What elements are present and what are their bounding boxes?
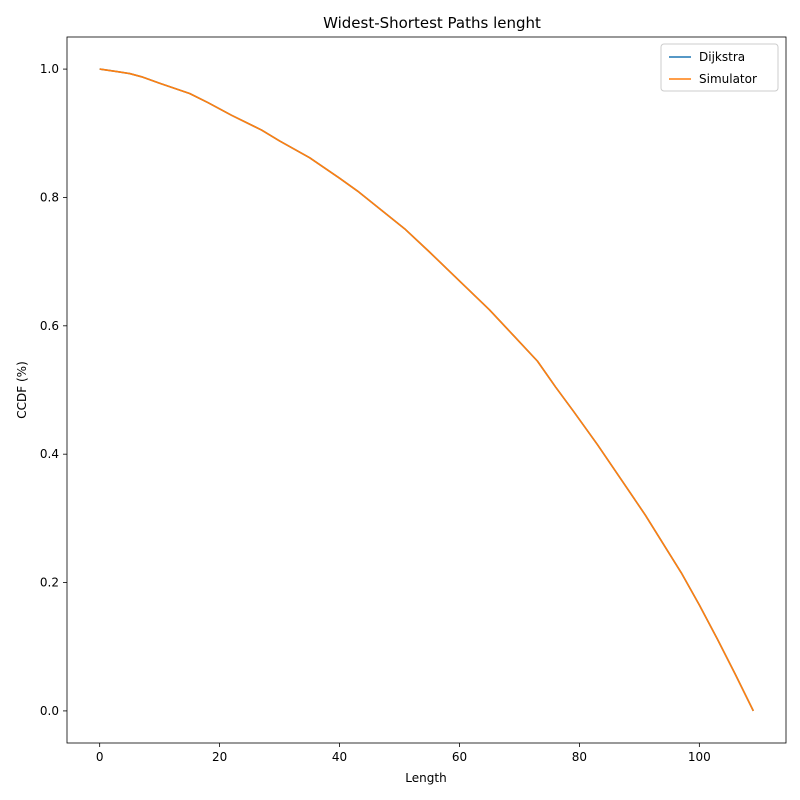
y-tick-label: 0.8 bbox=[40, 190, 59, 204]
x-tick-label: 60 bbox=[452, 750, 467, 764]
legend-label: Dijkstra bbox=[699, 50, 745, 64]
x-tick-label: 0 bbox=[96, 750, 104, 764]
y-tick-label: 0.6 bbox=[40, 319, 59, 333]
x-tick-label: 20 bbox=[212, 750, 227, 764]
x-tick-label: 40 bbox=[332, 750, 347, 764]
x-axis: 0 20 40 60 80 100 bbox=[96, 743, 711, 764]
x-tick-label: 80 bbox=[572, 750, 587, 764]
y-tick-label: 0.0 bbox=[40, 704, 59, 718]
series-line-simulator bbox=[99, 68, 755, 712]
plot-area bbox=[99, 68, 755, 712]
x-axis-label: Length bbox=[405, 771, 446, 785]
legend-label: Simulator bbox=[699, 72, 757, 86]
legend: Dijkstra Simulator bbox=[660, 43, 779, 92]
y-tick-label: 0.2 bbox=[40, 576, 59, 590]
y-axis-label: CCDF (%) bbox=[15, 361, 29, 418]
x-tick-label: 100 bbox=[688, 750, 711, 764]
plot-frame bbox=[66, 36, 787, 744]
y-tick-label: 1.0 bbox=[40, 62, 59, 76]
y-axis: 0.0 0.2 0.4 0.6 0.8 1.0 bbox=[40, 62, 67, 718]
y-tick-label: 0.4 bbox=[40, 447, 59, 461]
series-line-dijkstra bbox=[99, 68, 755, 712]
chart-title: Widest-Shortest Paths lenght bbox=[323, 14, 541, 32]
